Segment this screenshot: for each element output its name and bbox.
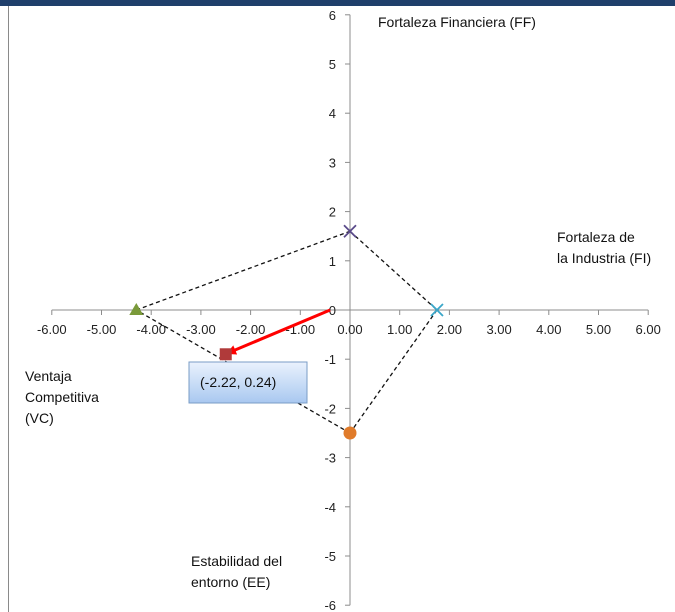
x-tick-label: -3.00	[186, 322, 216, 337]
y-tick-label: -6	[324, 598, 336, 612]
y-tick-label: 4	[329, 106, 336, 121]
ff-axis-title: Fortaleza Financiera (FF)	[378, 14, 536, 30]
axes	[51, 14, 649, 606]
x-tick-label: 4.00	[536, 322, 561, 337]
x-tick-label: 2.00	[437, 322, 462, 337]
fi-axis-title-line2: la Industria (FI)	[557, 250, 651, 266]
ee-axis-title-line2: entorno (EE)	[191, 574, 270, 590]
point-ff-marker	[343, 224, 357, 238]
x-tick-label: 1.00	[387, 322, 412, 337]
x-tick-label: -5.00	[87, 322, 117, 337]
x-tick-label: 0.00	[337, 322, 362, 337]
y-tick-label: -1	[324, 352, 336, 367]
vc-axis-title-line3: (VC)	[25, 410, 54, 426]
polygon-edge	[135, 309, 351, 434]
polygon-edge	[349, 230, 438, 311]
x-tick-label: -6.00	[37, 322, 67, 337]
ee-axis-title-line1: Estabilidad del	[191, 553, 282, 569]
strategic-polygon	[135, 230, 438, 434]
y-tick-label: 3	[329, 155, 336, 170]
x-tick-label: -4.00	[136, 322, 166, 337]
y-tick-label: 5	[329, 57, 336, 72]
window-top-bar	[0, 0, 675, 6]
fi-axis-title-line1: Fortaleza de	[557, 229, 635, 245]
x-tick-label: 5.00	[586, 322, 611, 337]
point-fi-marker	[430, 303, 444, 317]
point-result-marker	[219, 348, 232, 361]
y-tick-label: -5	[324, 549, 336, 564]
x-tick-label: -2.00	[236, 322, 266, 337]
y-tick-label: -4	[324, 500, 336, 515]
x-tick-label: 6.00	[636, 322, 661, 337]
y-tick-label: 2	[329, 205, 336, 220]
x-tick-label: 3.00	[486, 322, 511, 337]
point-vc-marker	[129, 303, 144, 315]
vc-axis-title-line2: Competitiva	[25, 389, 99, 405]
tick-labels: -6.00 -5.00 -4.00 -3.00 -2.00 -1.00 0.00 1.00 2.…	[37, 8, 661, 612]
axis-titles: Fortaleza Financiera (FF) Fortaleza de l…	[25, 14, 651, 590]
callout-box: (-2.22, 0.24)	[188, 361, 308, 404]
data-points	[129, 224, 444, 440]
callout-background	[188, 361, 308, 404]
window-left-border	[8, 6, 9, 612]
callout-label: (-2.22, 0.24)	[200, 374, 276, 390]
polygon-edge	[136, 230, 351, 311]
vc-axis-title-line1: Ventaja	[25, 368, 72, 384]
y-tick-label: -2	[324, 401, 336, 416]
y-tick-label: -3	[324, 451, 336, 466]
point-ee-marker	[343, 426, 357, 440]
y-tick-label: 1	[329, 254, 336, 269]
y-tick-label: 6	[329, 8, 336, 23]
y-tick-label: 0	[329, 303, 336, 318]
direction-arrow	[226, 308, 331, 355]
direction-arrow-line	[226, 308, 331, 355]
x-tick-label: -1.00	[285, 322, 315, 337]
